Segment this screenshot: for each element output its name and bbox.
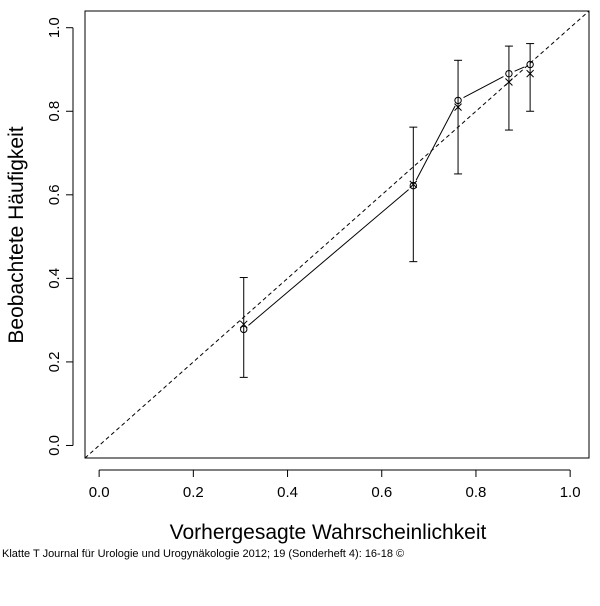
ideal-point-stroke (505, 78, 513, 86)
x-axis-title: Vorhergesagte Wahrscheinlichkeit (170, 521, 487, 544)
observed-point (505, 69, 513, 78)
y-axis-title: Beobachtete Häufigkeit (5, 126, 28, 343)
y-tick-label: 0.2 (46, 351, 63, 372)
observed-connector-line (248, 189, 409, 326)
y-tick-label: 1.0 (46, 17, 63, 38)
observed-connector-line (514, 66, 525, 72)
ideal-point-stroke (454, 103, 462, 111)
y-tick-label: 0.0 (46, 435, 63, 456)
ideal-point-stroke (239, 320, 248, 329)
x-tick-label: 0.2 (183, 484, 204, 501)
y-tick-label: 0.6 (46, 184, 63, 205)
y-tick-label: 0.4 (46, 268, 63, 289)
x-tick-label: 0.0 (89, 484, 110, 501)
ideal-point (505, 78, 513, 86)
ideal-point (526, 69, 534, 78)
y-axis: 0.0 0.2 0.4 0.6 0.8 1.0 (46, 17, 74, 456)
y-tick-label: 0.8 (46, 101, 63, 122)
ideal-point-stroke (526, 69, 534, 78)
reference-layer (84, 10, 590, 459)
plot-frame (84, 10, 590, 459)
calibration-chart: 0.0 0.2 0.4 0.6 0.8 1.0 0.0 0.2 0.4 0.6 0.8 1.0 Vo… (5, 10, 590, 544)
x-tick-label: 1.0 (560, 484, 581, 501)
source-caption: Klatte T Journal für Urologie und Urogyn… (2, 548, 405, 560)
x-tick-label: 0.4 (277, 484, 298, 501)
x-tick-label: 0.6 (371, 484, 392, 501)
ideal-point (239, 320, 248, 329)
data-layer (239, 43, 535, 378)
observed-point (454, 96, 462, 105)
ideal-point (454, 103, 462, 111)
ideal-point-stroke (409, 180, 418, 189)
reference-diagonal-line (84, 10, 590, 459)
ideal-point (409, 180, 418, 189)
observed-point (526, 60, 534, 69)
observed-connector-line (415, 105, 456, 181)
x-tick-label: 0.8 (466, 484, 487, 501)
observed-point (409, 181, 418, 190)
observed-connector-line (463, 76, 504, 98)
observed-point (240, 325, 248, 334)
x-axis: 0.0 0.2 0.4 0.6 0.8 1.0 (89, 469, 581, 501)
